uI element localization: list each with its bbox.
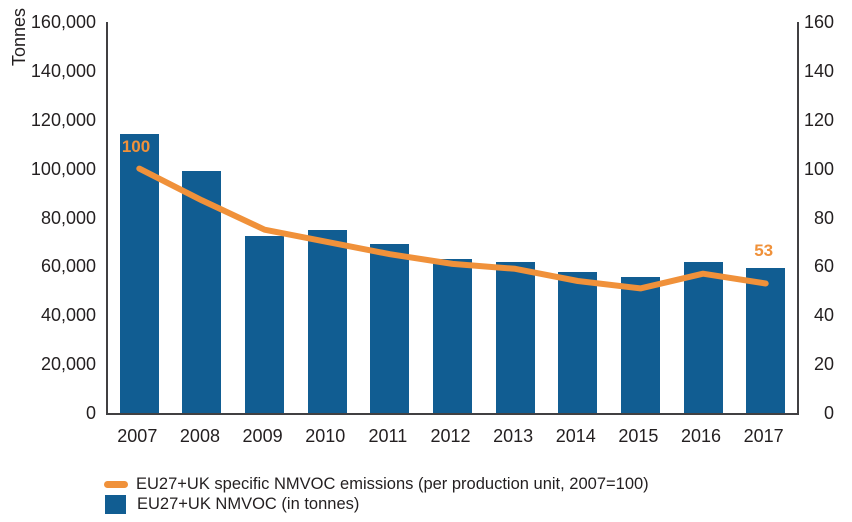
left-tick-60,000: 60,000	[40, 256, 96, 277]
right-tick-80: 80	[813, 207, 834, 228]
bar-2015	[620, 277, 660, 413]
left-tick-0: 0	[85, 403, 96, 423]
left-tick-140,000: 140,000	[30, 60, 96, 81]
left-tick-100,000: 100,000	[30, 158, 96, 179]
annotation-53: 53	[754, 241, 774, 261]
x-label-2015: 2015	[618, 426, 659, 446]
bar-2010	[307, 229, 347, 413]
x-label-2017: 2017	[743, 426, 784, 446]
x-label-2014: 2014	[555, 426, 596, 446]
legend-item-bar: EU27+UK NMVOC (in tonnes)	[104, 494, 649, 514]
index-line	[136, 165, 769, 292]
right-tick-40: 40	[813, 305, 834, 326]
x-label-2011: 2011	[368, 426, 408, 446]
x-label-2010: 2010	[305, 426, 346, 446]
left-tick-160,000: 160,000	[30, 12, 96, 32]
right-tick-120: 120	[803, 109, 834, 130]
index-line-series	[136, 165, 769, 292]
right-tick-100: 100	[803, 158, 834, 179]
bar-2012	[433, 259, 472, 413]
bar-2013	[495, 261, 535, 413]
line-swatch-icon	[104, 480, 128, 488]
right-tick-140: 140	[803, 60, 834, 81]
legend-item-line: EU27+UK specific NMVOC emissions (per pr…	[104, 474, 649, 494]
x-label-2013: 2013	[493, 426, 534, 446]
bar-2009	[245, 235, 285, 413]
legend: EU27+UK specific NMVOC emissions (per pr…	[104, 474, 649, 514]
bar-swatch-icon	[105, 494, 126, 514]
right-tick-20: 20	[813, 354, 834, 375]
annotation-100: 100	[121, 137, 151, 157]
right-tick-160: 160	[803, 12, 834, 32]
x-label-2016: 2016	[681, 426, 722, 446]
x-label-2012: 2012	[430, 426, 471, 446]
right-tick-60: 60	[813, 256, 834, 277]
left-tick-40,000: 40,000	[40, 305, 96, 326]
x-label-2007: 2007	[117, 426, 158, 446]
plot-area	[106, 22, 799, 415]
legend-label-line: EU27+UK specific NMVOC emissions (per pr…	[136, 474, 649, 493]
x-label-2009: 2009	[242, 426, 283, 446]
bar-2008	[182, 171, 222, 413]
legend-label-bar: EU27+UK NMVOC (in tonnes)	[137, 494, 360, 513]
bar-2014	[558, 272, 598, 413]
x-label-2008: 2008	[179, 426, 220, 446]
bar-2011	[370, 244, 410, 413]
left-tick-80,000: 80,000	[40, 207, 96, 228]
left-tick-120,000: 120,000	[30, 109, 96, 130]
left-tick-20,000: 20,000	[40, 354, 96, 375]
bar-2007	[119, 134, 159, 413]
bar-2017	[746, 267, 786, 413]
right-tick-0: 0	[823, 403, 834, 423]
bar-2016	[683, 261, 723, 413]
